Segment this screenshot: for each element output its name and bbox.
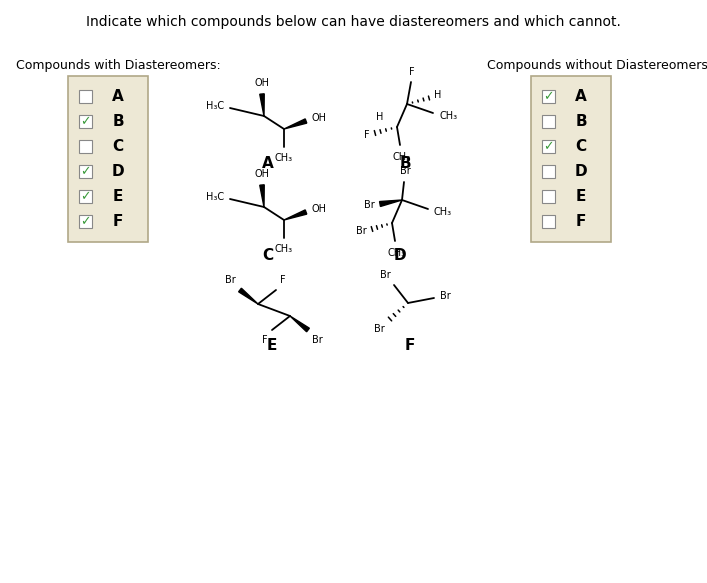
Polygon shape: [284, 119, 307, 129]
Polygon shape: [259, 94, 264, 116]
Text: F: F: [113, 214, 123, 229]
Bar: [542, 140, 555, 153]
Text: Br: Br: [440, 291, 451, 301]
Text: CH₃: CH₃: [388, 248, 406, 258]
Bar: [542, 90, 555, 103]
Text: Compounds without Diastereomers:: Compounds without Diastereomers:: [487, 59, 707, 72]
Polygon shape: [380, 200, 402, 206]
Text: H₃C: H₃C: [206, 101, 224, 111]
Text: A: A: [112, 89, 124, 104]
Text: A: A: [575, 89, 587, 104]
Bar: [542, 165, 555, 178]
Text: CH₃: CH₃: [393, 152, 411, 162]
Text: ✓: ✓: [543, 140, 554, 153]
Text: E: E: [575, 189, 586, 204]
Bar: [79, 190, 92, 203]
Text: H: H: [434, 90, 441, 100]
Text: H: H: [375, 112, 383, 122]
Text: CH₃: CH₃: [434, 207, 452, 217]
Text: F: F: [575, 214, 586, 229]
Bar: [79, 165, 92, 178]
Text: Br: Br: [364, 200, 375, 210]
Polygon shape: [284, 210, 307, 220]
Text: C: C: [112, 139, 124, 154]
Text: F: F: [405, 339, 415, 353]
Text: B: B: [399, 156, 411, 170]
Text: ✓: ✓: [81, 165, 90, 178]
Text: B: B: [575, 114, 587, 129]
Text: Br: Br: [312, 335, 323, 345]
Text: ✓: ✓: [81, 115, 90, 128]
Text: Compounds with Diastereomers:: Compounds with Diastereomers:: [16, 59, 221, 72]
Text: Br: Br: [356, 226, 367, 236]
Text: ✓: ✓: [81, 190, 90, 203]
Text: OH: OH: [311, 204, 326, 214]
Bar: [79, 140, 92, 153]
Text: Br: Br: [380, 270, 391, 280]
Text: A: A: [262, 156, 274, 170]
Text: CH₃: CH₃: [275, 244, 293, 254]
Text: D: D: [112, 164, 124, 179]
Text: CH₃: CH₃: [275, 153, 293, 163]
Text: Br: Br: [226, 275, 236, 285]
Text: F: F: [409, 67, 415, 77]
Text: Br: Br: [374, 324, 385, 334]
Bar: [542, 115, 555, 128]
Text: H₃C: H₃C: [206, 192, 224, 202]
Text: ✓: ✓: [543, 90, 554, 103]
Text: OH: OH: [255, 169, 269, 179]
Text: F: F: [280, 275, 286, 285]
Text: E: E: [267, 339, 277, 353]
Bar: [79, 215, 92, 228]
Text: OH: OH: [255, 78, 269, 88]
Text: Indicate which compounds below can have diastereomers and which cannot.: Indicate which compounds below can have …: [86, 15, 621, 29]
Polygon shape: [259, 185, 264, 207]
Bar: [79, 115, 92, 128]
Polygon shape: [290, 316, 310, 332]
Text: CH₃: CH₃: [439, 111, 457, 121]
Text: D: D: [575, 164, 588, 179]
Polygon shape: [239, 288, 258, 304]
Bar: [542, 190, 555, 203]
Text: E: E: [113, 189, 123, 204]
Text: Br: Br: [399, 166, 410, 176]
Bar: [79, 90, 92, 103]
Text: OH: OH: [311, 113, 326, 123]
FancyBboxPatch shape: [531, 76, 611, 242]
Text: F: F: [262, 335, 268, 345]
Text: ✓: ✓: [81, 215, 90, 228]
Bar: [542, 215, 555, 228]
Text: C: C: [262, 248, 274, 262]
Text: B: B: [112, 114, 124, 129]
Text: D: D: [394, 248, 407, 262]
Text: C: C: [575, 139, 587, 154]
Text: F: F: [364, 130, 370, 140]
FancyBboxPatch shape: [68, 76, 148, 242]
